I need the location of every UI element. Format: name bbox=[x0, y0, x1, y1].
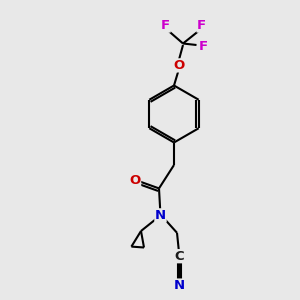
Text: F: F bbox=[199, 40, 208, 53]
Text: O: O bbox=[129, 174, 141, 187]
Text: F: F bbox=[197, 19, 206, 32]
Text: N: N bbox=[155, 209, 166, 222]
Text: O: O bbox=[173, 59, 184, 72]
Text: F: F bbox=[161, 19, 170, 32]
Text: N: N bbox=[174, 279, 185, 292]
Text: C: C bbox=[175, 250, 184, 263]
